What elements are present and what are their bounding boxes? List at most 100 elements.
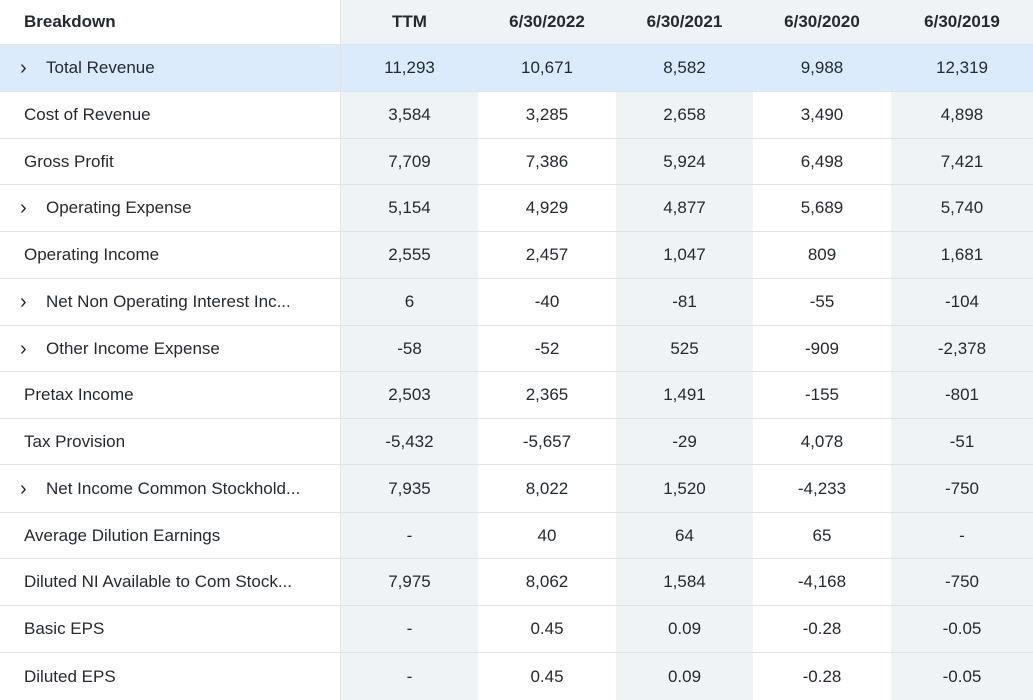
- value-ttm: 2,503: [341, 372, 478, 418]
- value-2021: 1,491: [616, 372, 753, 418]
- value-ttm: -: [341, 606, 478, 652]
- value-ttm: 11,293: [341, 45, 478, 91]
- row-label-cell[interactable]: › Net Non Operating Interest Inc...: [0, 279, 341, 325]
- row-operating-expense[interactable]: › Operating Expense 5,154 4,929 4,877 5,…: [0, 185, 1033, 232]
- row-diluted-ni-available: Diluted NI Available to Com Stock... 7,9…: [0, 559, 1033, 606]
- table-header-row: Breakdown TTM 6/30/2022 6/30/2021 6/30/2…: [0, 0, 1033, 45]
- row-cost-of-revenue: Cost of Revenue 3,584 3,285 2,658 3,490 …: [0, 92, 1033, 139]
- value-2020: 4,078: [800, 431, 844, 451]
- value-2019: 5,740: [891, 185, 1033, 231]
- row-label: Cost of Revenue: [0, 92, 341, 138]
- value-ttm: -: [341, 653, 478, 700]
- row-label: Operating Expense: [46, 198, 192, 217]
- value-2019: -750: [891, 559, 1033, 605]
- value-ttm: 7,935: [341, 465, 478, 512]
- header-ttm: TTM: [341, 0, 478, 44]
- value-2021: -81: [616, 279, 753, 325]
- value-2019: -0.05: [891, 606, 1033, 652]
- value-2020: 65: [812, 525, 832, 545]
- row-label: Tax Provision: [0, 419, 341, 464]
- value-2022: 10,671: [478, 45, 616, 91]
- row-pretax-income: Pretax Income 2,503 2,365 1,491 -155 -80…: [0, 372, 1033, 419]
- header-2019: 6/30/2019: [891, 0, 1033, 44]
- value-2020: 6,498: [800, 151, 844, 171]
- value-2022: 8,022: [525, 478, 569, 498]
- value-2021: 0.09: [616, 606, 753, 652]
- value-ttm: 3,584: [341, 92, 478, 138]
- chevron-right-icon[interactable]: ›: [20, 477, 27, 500]
- value-2019: 12,319: [891, 45, 1033, 91]
- value-2022: -40: [534, 292, 560, 311]
- header-breakdown: Breakdown: [0, 0, 341, 44]
- value-ttm: -58: [341, 326, 478, 371]
- value-2019: -: [891, 513, 1033, 558]
- value-ttm: -: [341, 513, 478, 558]
- row-label-cell[interactable]: › Total Revenue: [0, 45, 341, 91]
- row-label: Basic EPS: [0, 606, 341, 652]
- row-label: Average Dilution Earnings: [0, 513, 341, 558]
- value-2020: 9,988: [753, 45, 891, 91]
- value-2020: -0.28: [802, 619, 842, 638]
- value-2021: -29: [616, 419, 753, 464]
- header-2020: 6/30/2020: [753, 0, 891, 44]
- value-2020: 5,689: [800, 198, 844, 217]
- value-2021: 2,658: [616, 92, 753, 138]
- row-net-income-common[interactable]: › Net Income Common Stockhold... 7,935 8…: [0, 465, 1033, 513]
- value-2022: 4,929: [525, 198, 569, 217]
- value-2020: 3,490: [800, 105, 844, 124]
- chevron-right-icon[interactable]: ›: [20, 197, 27, 219]
- value-2021: 5,924: [616, 139, 753, 184]
- chevron-right-icon[interactable]: ›: [20, 57, 27, 79]
- value-2022: -52: [534, 338, 560, 358]
- row-label: Gross Profit: [0, 139, 341, 184]
- header-2022: 6/30/2022: [478, 0, 616, 44]
- value-ttm: 5,154: [341, 185, 478, 231]
- value-2022: 3,285: [525, 105, 569, 124]
- row-other-income-expense[interactable]: › Other Income Expense -58 -52 525 -909 …: [0, 326, 1033, 372]
- value-2019: -2,378: [891, 326, 1033, 371]
- value-2021: 525: [616, 326, 753, 371]
- value-ttm: 7,709: [341, 139, 478, 184]
- value-2019: -104: [891, 279, 1033, 325]
- row-total-revenue[interactable]: › Total Revenue 11,293 10,671 8,582 9,98…: [0, 45, 1033, 92]
- chevron-right-icon[interactable]: ›: [20, 337, 27, 360]
- row-gross-profit: Gross Profit 7,709 7,386 5,924 6,498 7,4…: [0, 139, 1033, 185]
- value-2021: 8,582: [616, 45, 753, 91]
- value-2020: -0.28: [802, 666, 842, 686]
- value-2021: 64: [616, 513, 753, 558]
- value-2019: -750: [891, 465, 1033, 512]
- value-2022: 40: [537, 525, 557, 545]
- row-label-cell[interactable]: › Other Income Expense: [0, 326, 341, 371]
- row-label: Other Income Expense: [46, 338, 220, 358]
- value-2020: -909: [804, 338, 840, 358]
- value-2019: -51: [891, 419, 1033, 464]
- value-2022: 2,365: [525, 385, 569, 404]
- value-2020: 809: [807, 245, 837, 264]
- value-2022: 7,386: [525, 151, 569, 171]
- value-2019: 7,421: [891, 139, 1033, 184]
- value-2020: -4,168: [797, 572, 847, 591]
- value-2019: 4,898: [891, 92, 1033, 138]
- row-net-non-operating-interest[interactable]: › Net Non Operating Interest Inc... 6 -4…: [0, 279, 1033, 326]
- row-label: Net Income Common Stockhold...: [46, 478, 301, 498]
- value-2022: -5,657: [522, 431, 572, 451]
- value-2019: -0.05: [891, 653, 1033, 700]
- value-ttm: -5,432: [341, 419, 478, 464]
- value-2020: -155: [804, 385, 840, 404]
- value-2021: 0.09: [616, 653, 753, 700]
- value-2019: 1,681: [891, 232, 1033, 278]
- row-tax-provision: Tax Provision -5,432 -5,657 -29 4,078 -5…: [0, 419, 1033, 465]
- value-2020: -55: [809, 292, 835, 311]
- row-label-cell[interactable]: › Operating Expense: [0, 185, 341, 231]
- row-average-dilution-earnings: Average Dilution Earnings - 40 64 65 -: [0, 513, 1033, 559]
- value-2022: 8,062: [525, 572, 569, 591]
- row-label-cell[interactable]: › Net Income Common Stockhold...: [0, 465, 341, 512]
- row-label: Diluted NI Available to Com Stock...: [0, 559, 341, 605]
- value-ttm: 2,555: [341, 232, 478, 278]
- row-diluted-eps: Diluted EPS - 0.45 0.09 -0.28 -0.05: [0, 653, 1033, 700]
- value-2019: -801: [891, 372, 1033, 418]
- row-label: Total Revenue: [46, 58, 155, 77]
- chevron-right-icon[interactable]: ›: [20, 291, 27, 313]
- value-2022: 0.45: [530, 666, 564, 686]
